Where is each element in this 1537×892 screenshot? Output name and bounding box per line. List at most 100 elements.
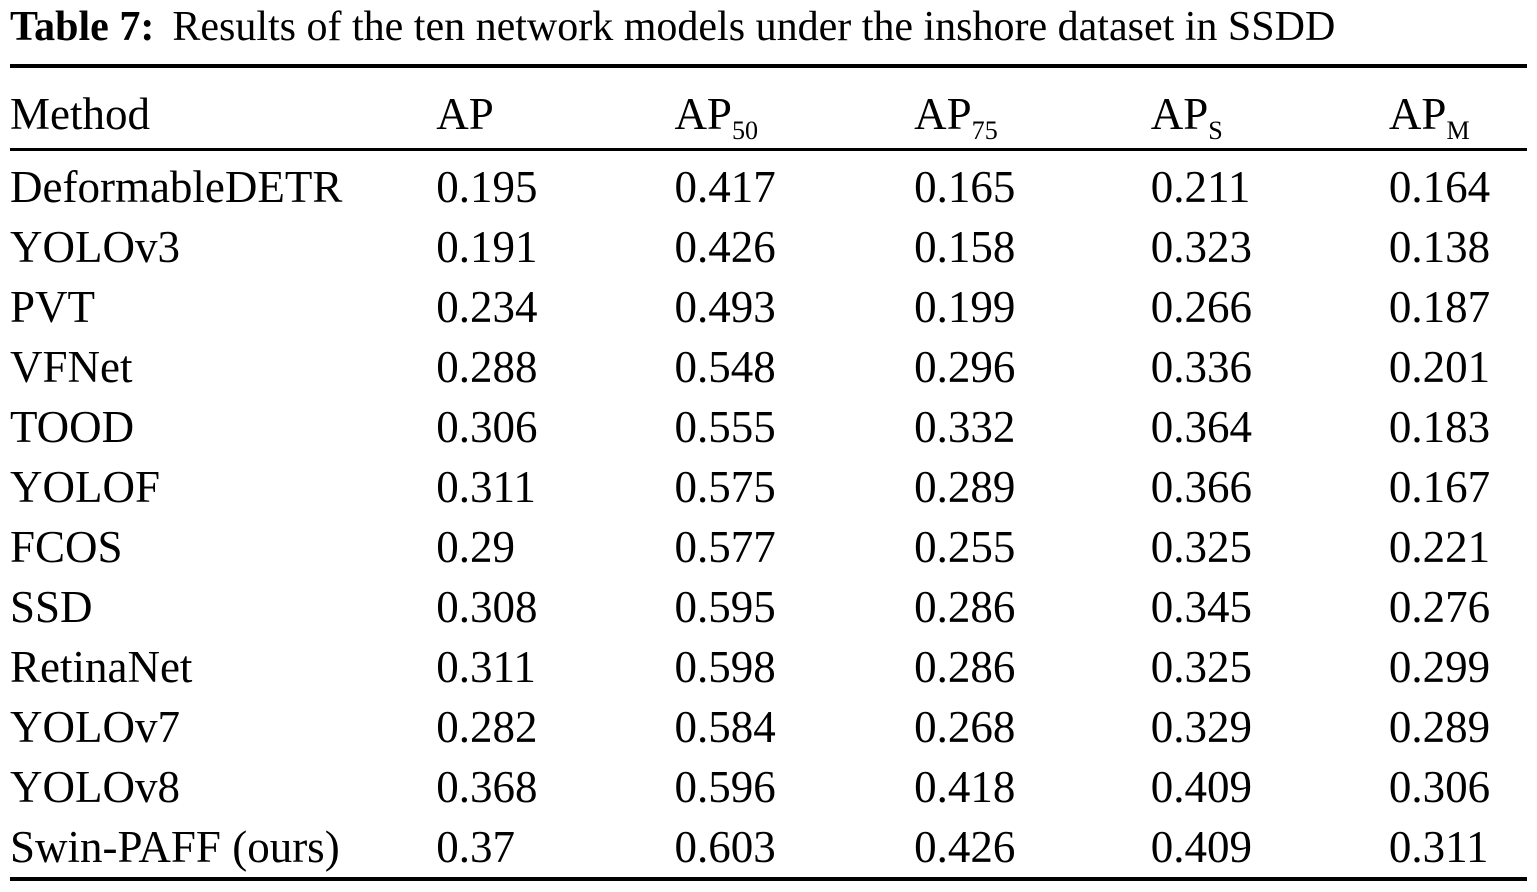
table-row: YOLOv3 0.191 0.426 0.158 0.323 0.138 [10, 217, 1527, 277]
value-cell: 0.548 [674, 342, 776, 393]
table-caption-label: Table 7: [10, 4, 155, 50]
value-cell: 0.417 [674, 162, 776, 213]
table-row: SSD 0.308 0.595 0.286 0.345 0.276 [10, 577, 1527, 637]
value-cell: 0.325 [1150, 642, 1252, 693]
value-cell: 0.29 [436, 522, 516, 573]
value-cell: 0.493 [674, 282, 776, 333]
header-label: AP [1388, 89, 1447, 140]
column-header-method: Method [10, 66, 437, 152]
header-label: AP [436, 89, 494, 140]
value-cell: 0.366 [1150, 462, 1252, 513]
value-cell: 0.323 [1150, 222, 1252, 273]
header-label: AP [914, 89, 972, 140]
table-row: TOOD 0.306 0.555 0.332 0.364 0.183 [10, 397, 1527, 457]
table-row: Swin-PAFF (ours) 0.37 0.603 0.426 0.409 0.311 [10, 817, 1527, 879]
value-cell: 0.575 [674, 462, 776, 513]
value-cell: 0.276 [1388, 582, 1491, 633]
value-cell: 0.191 [436, 222, 538, 273]
value-cell: 0.282 [436, 702, 538, 753]
value-cell: 0.165 [914, 162, 1016, 213]
value-cell: 0.288 [436, 342, 538, 393]
value-cell: 0.577 [674, 522, 776, 573]
table-row: FCOS 0.29 0.577 0.255 0.325 0.221 [10, 517, 1527, 577]
table-row: DeformableDETR 0.195 0.417 0.165 0.211 0.164 [10, 150, 1527, 218]
value-cell: 0.308 [436, 582, 538, 633]
method-cell: YOLOv3 [10, 222, 180, 273]
header-subscript: 75 [971, 116, 998, 146]
value-cell: 0.311 [436, 462, 536, 513]
value-cell: 0.289 [1388, 702, 1491, 753]
method-cell: SSD [10, 582, 93, 633]
value-cell: 0.596 [674, 762, 776, 813]
table-row: VFNet 0.288 0.548 0.296 0.336 0.201 [10, 337, 1527, 397]
column-header-apm: APM [1388, 66, 1527, 152]
column-header-ap75: AP75 [914, 66, 1151, 152]
table-row: YOLOv7 0.282 0.584 0.268 0.329 0.289 [10, 697, 1527, 757]
value-cell: 0.325 [1150, 522, 1252, 573]
value-cell: 0.595 [674, 582, 776, 633]
results-table: Method AP AP50 AP75 APS APM DeformableDE… [10, 64, 1527, 882]
value-cell: 0.268 [914, 702, 1016, 753]
value-cell: 0.409 [1150, 762, 1252, 813]
table-body: DeformableDETR 0.195 0.417 0.165 0.211 0.164 Y… [10, 150, 1527, 880]
value-cell: 0.183 [1388, 402, 1491, 453]
value-cell: 0.311 [1388, 822, 1489, 873]
method-cell: DeformableDETR [10, 162, 343, 213]
table-row: RetinaNet 0.311 0.598 0.286 0.325 0.299 [10, 637, 1527, 697]
method-cell: FCOS [10, 522, 123, 573]
value-cell: 0.306 [1388, 762, 1491, 813]
value-cell: 0.306 [436, 402, 538, 453]
value-cell: 0.345 [1150, 582, 1252, 633]
value-cell: 0.555 [674, 402, 776, 453]
header-subscript: 50 [731, 116, 759, 146]
header-label: Method [10, 89, 150, 140]
value-cell: 0.584 [674, 702, 776, 753]
table-row: YOLOF 0.311 0.575 0.289 0.366 0.167 [10, 457, 1527, 517]
method-cell: YOLOv7 [10, 702, 180, 753]
value-cell: 0.255 [914, 522, 1016, 573]
value-cell: 0.329 [1150, 702, 1252, 753]
table-header: Method AP AP50 AP75 APS APM [10, 66, 1527, 152]
value-cell: 0.187 [1388, 282, 1491, 333]
value-cell: 0.286 [914, 582, 1016, 633]
value-cell: 0.266 [1150, 282, 1252, 333]
value-cell: 0.368 [436, 762, 538, 813]
value-cell: 0.603 [674, 822, 776, 873]
header-subscript: S [1208, 116, 1223, 146]
value-cell: 0.289 [914, 462, 1016, 513]
value-cell: 0.201 [1388, 342, 1491, 393]
method-cell: RetinaNet [10, 642, 193, 693]
header-label: AP [674, 89, 732, 140]
value-cell: 0.299 [1388, 642, 1491, 693]
value-cell: 0.426 [674, 222, 776, 273]
value-cell: 0.598 [674, 642, 776, 693]
value-cell: 0.296 [914, 342, 1016, 393]
value-cell: 0.158 [914, 222, 1016, 273]
value-cell: 0.195 [436, 162, 538, 213]
value-cell: 0.418 [914, 762, 1016, 813]
header-subscript: M [1446, 116, 1470, 146]
method-cell: TOOD [10, 402, 135, 453]
value-cell: 0.336 [1150, 342, 1252, 393]
value-cell: 0.311 [436, 642, 536, 693]
value-cell: 0.164 [1388, 162, 1491, 213]
method-cell: PVT [10, 282, 96, 333]
header-row: Method AP AP50 AP75 APS APM [10, 66, 1527, 152]
value-cell: 0.167 [1388, 462, 1491, 513]
value-cell: 0.37 [436, 822, 516, 873]
method-cell: YOLOF [10, 462, 161, 513]
table-row: PVT 0.234 0.493 0.199 0.266 0.187 [10, 277, 1527, 337]
value-cell: 0.409 [1150, 822, 1252, 873]
value-cell: 0.234 [436, 282, 538, 333]
value-cell: 0.211 [1150, 162, 1251, 213]
table-caption-text: Results of the ten network models under … [172, 4, 1336, 50]
column-header-ap: AP [436, 66, 675, 152]
value-cell: 0.286 [914, 642, 1016, 693]
table-caption: Table 7: Results of the ten network model… [10, 2, 1527, 52]
column-header-ap50: AP50 [674, 66, 915, 152]
value-cell: 0.426 [914, 822, 1016, 873]
value-cell: 0.221 [1388, 522, 1491, 573]
method-cell: VFNet [10, 342, 133, 393]
table-row: YOLOv8 0.368 0.596 0.418 0.409 0.306 [10, 757, 1527, 817]
